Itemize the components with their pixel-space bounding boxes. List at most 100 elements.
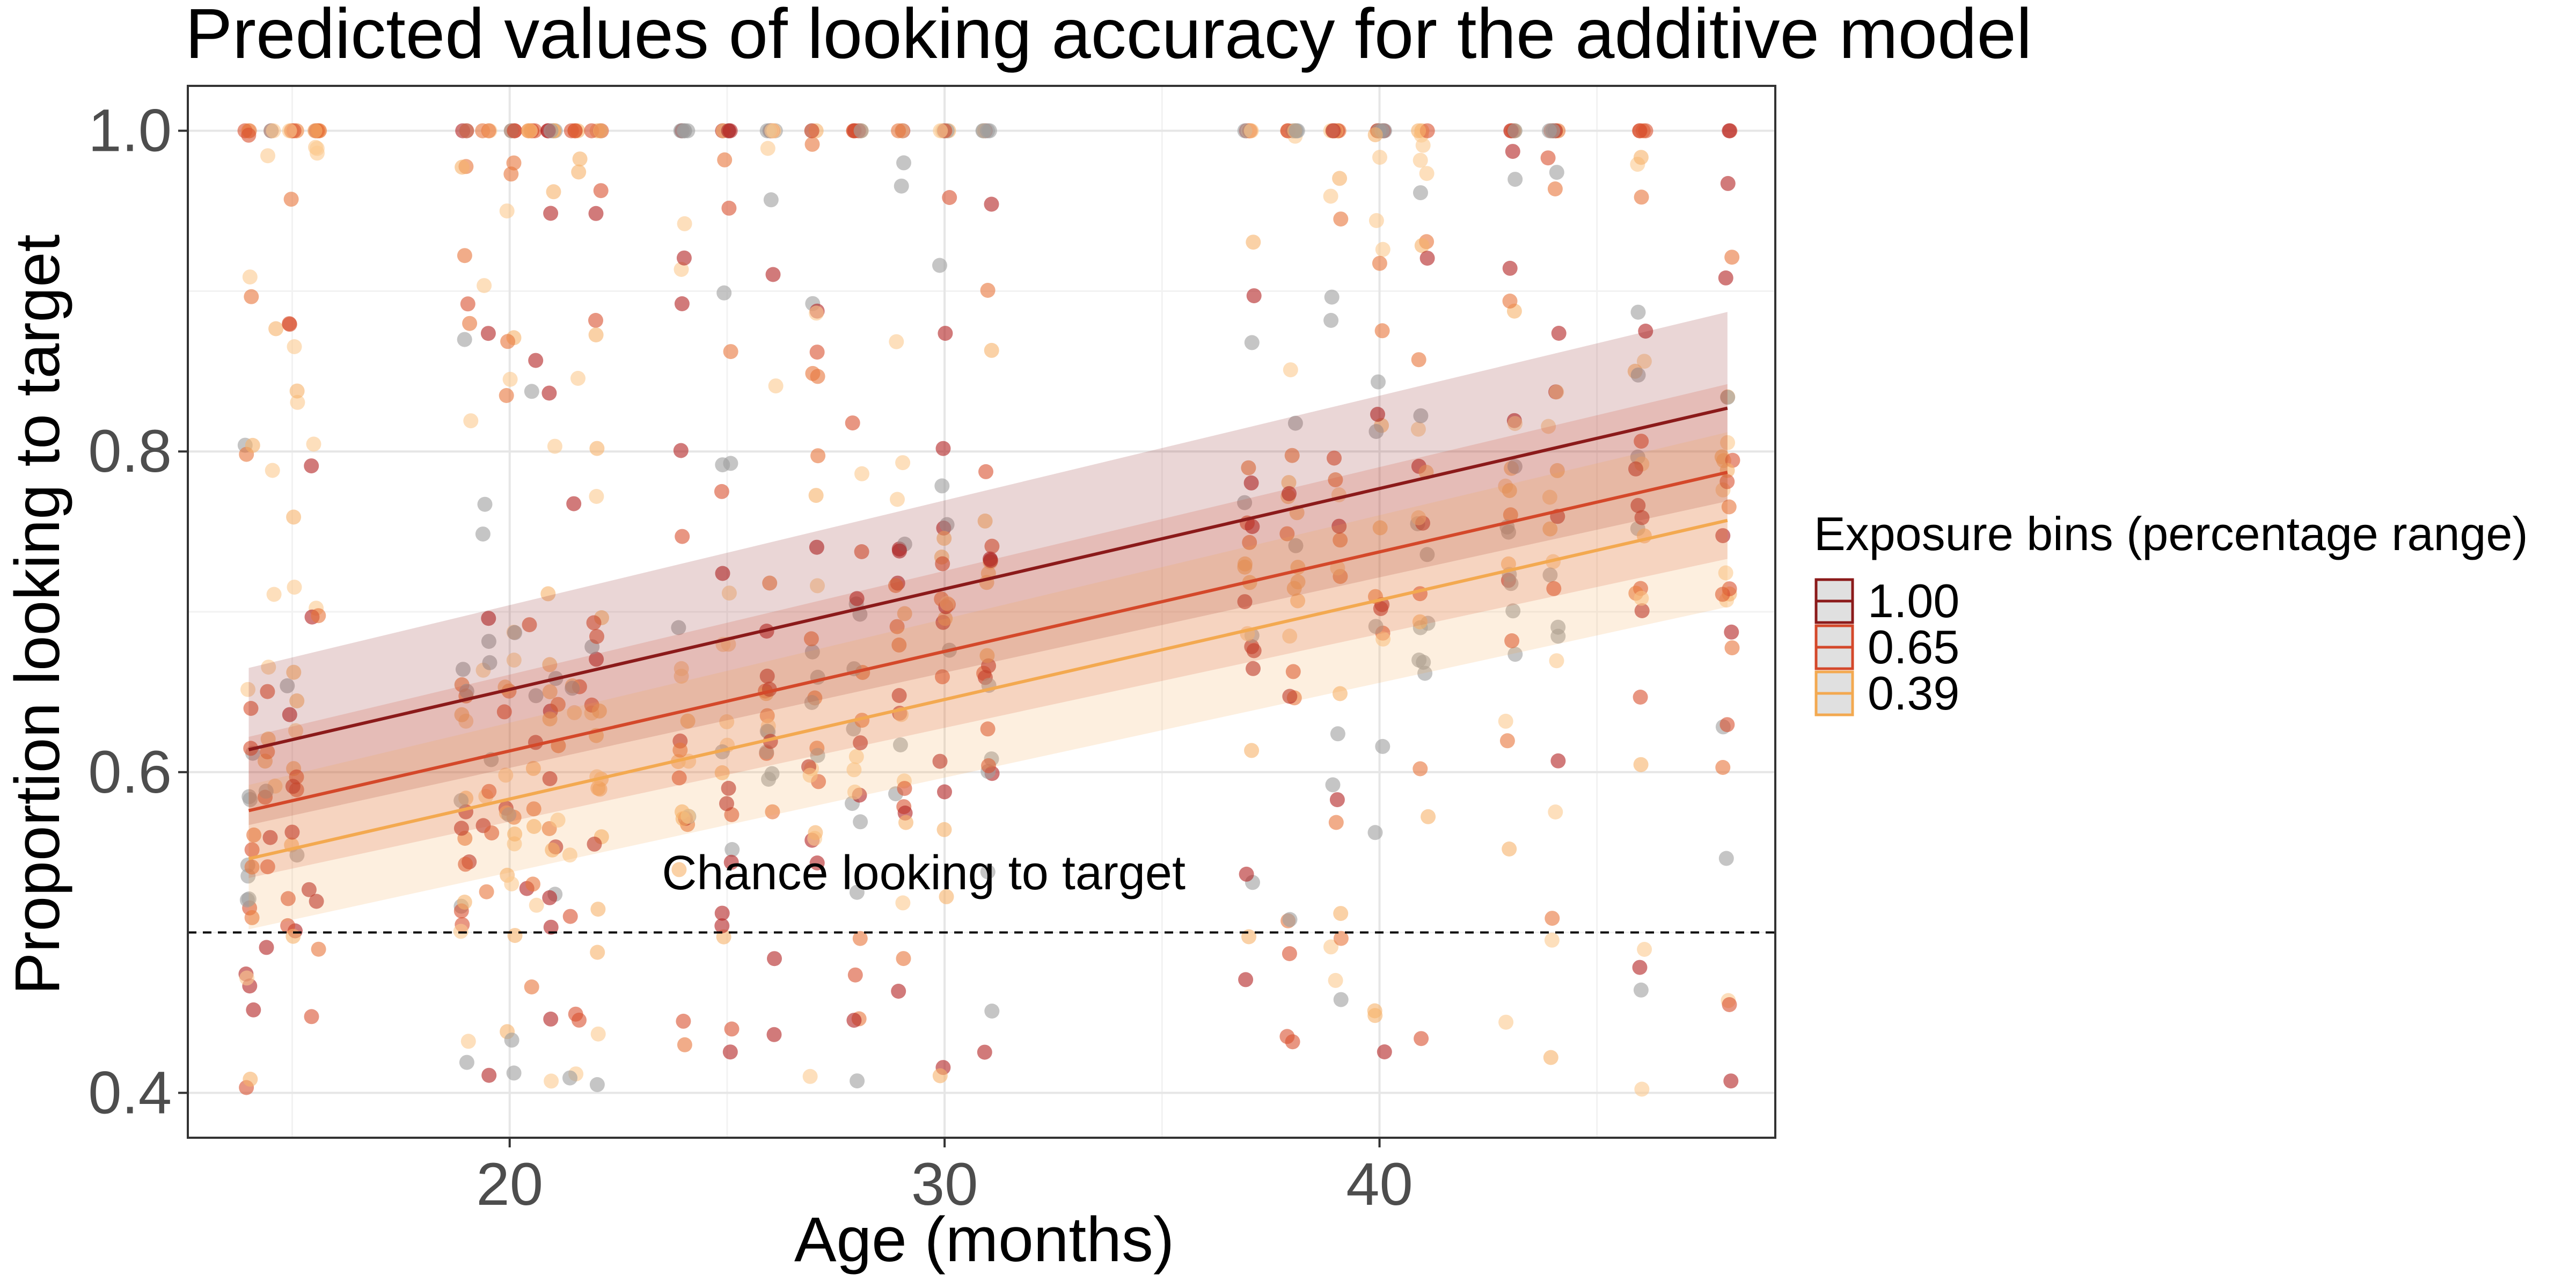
data-point xyxy=(677,1037,692,1052)
data-point xyxy=(809,855,825,870)
x-axis: 20 30 40 xyxy=(476,1138,1413,1218)
data-point xyxy=(1374,323,1390,339)
data-point xyxy=(1410,421,1426,437)
data-point xyxy=(245,437,260,453)
data-point xyxy=(1507,459,1523,474)
data-point xyxy=(1284,448,1300,463)
fit-line-1.00 xyxy=(248,406,1728,751)
data-point xyxy=(504,876,519,891)
data-point xyxy=(1285,664,1301,679)
data-point xyxy=(499,203,515,219)
data-point xyxy=(455,159,470,175)
data-point xyxy=(543,123,559,138)
data-point xyxy=(1333,992,1349,1007)
data-point xyxy=(935,441,951,456)
data-point xyxy=(933,123,948,138)
data-point xyxy=(484,825,500,841)
data-point xyxy=(1370,407,1385,422)
data-point xyxy=(481,634,496,649)
data-point xyxy=(1289,123,1304,138)
ci-ribbon-1.00 xyxy=(248,312,1728,825)
legend-entry-0.39: 0.39 xyxy=(1814,667,1959,720)
data-point xyxy=(567,705,582,720)
data-point xyxy=(1632,960,1648,975)
data-point xyxy=(458,857,473,872)
data-point xyxy=(1634,510,1650,525)
x-axis-title: Age (months) xyxy=(794,1204,1174,1275)
data-point xyxy=(1323,188,1338,204)
data-point xyxy=(984,342,999,358)
data-point xyxy=(891,637,907,653)
data-point xyxy=(846,762,862,778)
data-point xyxy=(1543,1050,1558,1065)
data-point xyxy=(896,951,911,967)
plot-panel: Chance looking to target xyxy=(187,85,1776,1139)
data-point xyxy=(241,891,257,906)
data-point xyxy=(1333,211,1349,227)
data-point xyxy=(1548,804,1563,819)
data-point xyxy=(529,897,544,913)
data-point xyxy=(1286,581,1302,596)
data-point xyxy=(571,164,587,180)
data-point xyxy=(459,1055,474,1070)
data-point xyxy=(589,629,604,644)
data-point xyxy=(894,178,909,194)
data-point xyxy=(853,735,868,751)
data-point xyxy=(1505,603,1521,619)
data-point xyxy=(240,682,255,697)
data-point xyxy=(1333,532,1348,548)
data-point xyxy=(311,941,326,957)
data-point xyxy=(803,631,819,647)
data-point xyxy=(1542,489,1557,505)
data-point xyxy=(983,551,998,567)
data-point xyxy=(475,526,491,542)
legend-label: 0.39 xyxy=(1868,667,1959,720)
data-point xyxy=(808,488,824,503)
data-point xyxy=(1630,497,1646,513)
data-point xyxy=(1637,942,1652,957)
data-point xyxy=(1634,590,1649,606)
data-point xyxy=(289,383,305,399)
data-point xyxy=(1328,972,1343,988)
data-point xyxy=(592,123,608,138)
data-point xyxy=(524,979,539,994)
data-point xyxy=(307,123,323,138)
data-point xyxy=(1279,526,1295,541)
data-point xyxy=(810,448,826,464)
data-point xyxy=(506,653,522,668)
data-point xyxy=(586,615,602,631)
data-point xyxy=(1238,972,1254,987)
data-point xyxy=(1283,362,1298,378)
data-point xyxy=(890,492,905,507)
data-point xyxy=(562,847,577,863)
data-point xyxy=(590,902,606,917)
data-point xyxy=(1237,594,1253,610)
data-point xyxy=(676,1013,691,1029)
data-point xyxy=(286,664,302,680)
data-point xyxy=(1541,419,1556,434)
data-point xyxy=(304,1009,319,1024)
data-point xyxy=(1419,251,1435,266)
data-point xyxy=(1328,472,1343,487)
data-point xyxy=(1368,213,1384,228)
data-point xyxy=(1371,374,1386,390)
data-point xyxy=(1367,1008,1383,1023)
data-point xyxy=(1372,520,1388,536)
data-point xyxy=(1332,171,1348,186)
data-point xyxy=(1550,753,1566,769)
data-point xyxy=(290,394,305,410)
data-point xyxy=(504,1033,519,1048)
data-point xyxy=(541,385,557,401)
data-point xyxy=(1720,390,1736,405)
data-point xyxy=(459,684,474,699)
data-point xyxy=(939,517,955,532)
data-point xyxy=(1636,354,1652,369)
data-point xyxy=(1547,181,1563,196)
data-point xyxy=(1499,733,1515,749)
data-point xyxy=(1417,665,1433,681)
data-point xyxy=(459,123,474,138)
data-point xyxy=(849,884,865,900)
data-point xyxy=(724,842,740,857)
data-point xyxy=(572,151,588,167)
data-point xyxy=(1549,653,1564,669)
